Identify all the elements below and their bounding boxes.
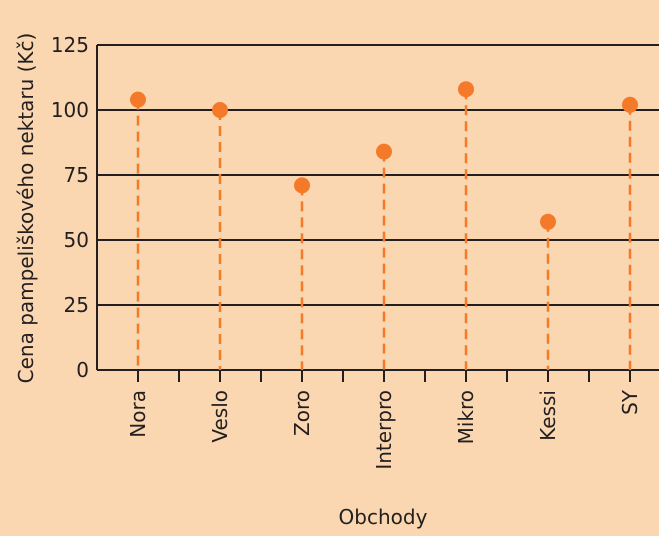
x-tick-label: Veslo: [208, 390, 232, 443]
data-point-sy: [622, 96, 638, 113]
y-tick-label: 25: [64, 293, 89, 317]
y-axis-label: Cena pampeliškového nektaru (Kč): [14, 33, 38, 384]
data-point-nora: [130, 91, 146, 108]
x-tick-label: Interpro: [372, 390, 396, 470]
y-tick-label: 125: [51, 33, 89, 57]
x-tick-label: Zoro: [290, 390, 314, 436]
y-tick-labels: 0 25 50 75 100 125: [51, 33, 89, 382]
x-tick-label: Nora: [126, 390, 150, 438]
stems: [136, 89, 632, 370]
data-points: [130, 81, 638, 230]
x-axis-label: Obchody: [339, 505, 428, 529]
y-tick-label: 0: [76, 358, 89, 382]
y-tick-label: 100: [51, 98, 89, 122]
gridlines: [96, 44, 659, 371]
data-point-kessi: [540, 213, 556, 230]
x-tick-label: Mikro: [454, 390, 478, 444]
data-point-mikro: [458, 81, 474, 98]
x-ticks: [137, 370, 631, 382]
data-point-interpro: [376, 143, 392, 160]
x-tick-labels: Nora Veslo Zoro Interpro Mikro Kessi SY: [126, 389, 642, 469]
data-point-zoro: [294, 177, 310, 194]
x-tick-label: SY: [618, 389, 642, 415]
y-tick-label: 50: [64, 228, 89, 252]
y-tick-label: 75: [64, 163, 89, 187]
data-point-veslo: [212, 102, 228, 118]
x-tick-label: Kessi: [536, 390, 560, 441]
